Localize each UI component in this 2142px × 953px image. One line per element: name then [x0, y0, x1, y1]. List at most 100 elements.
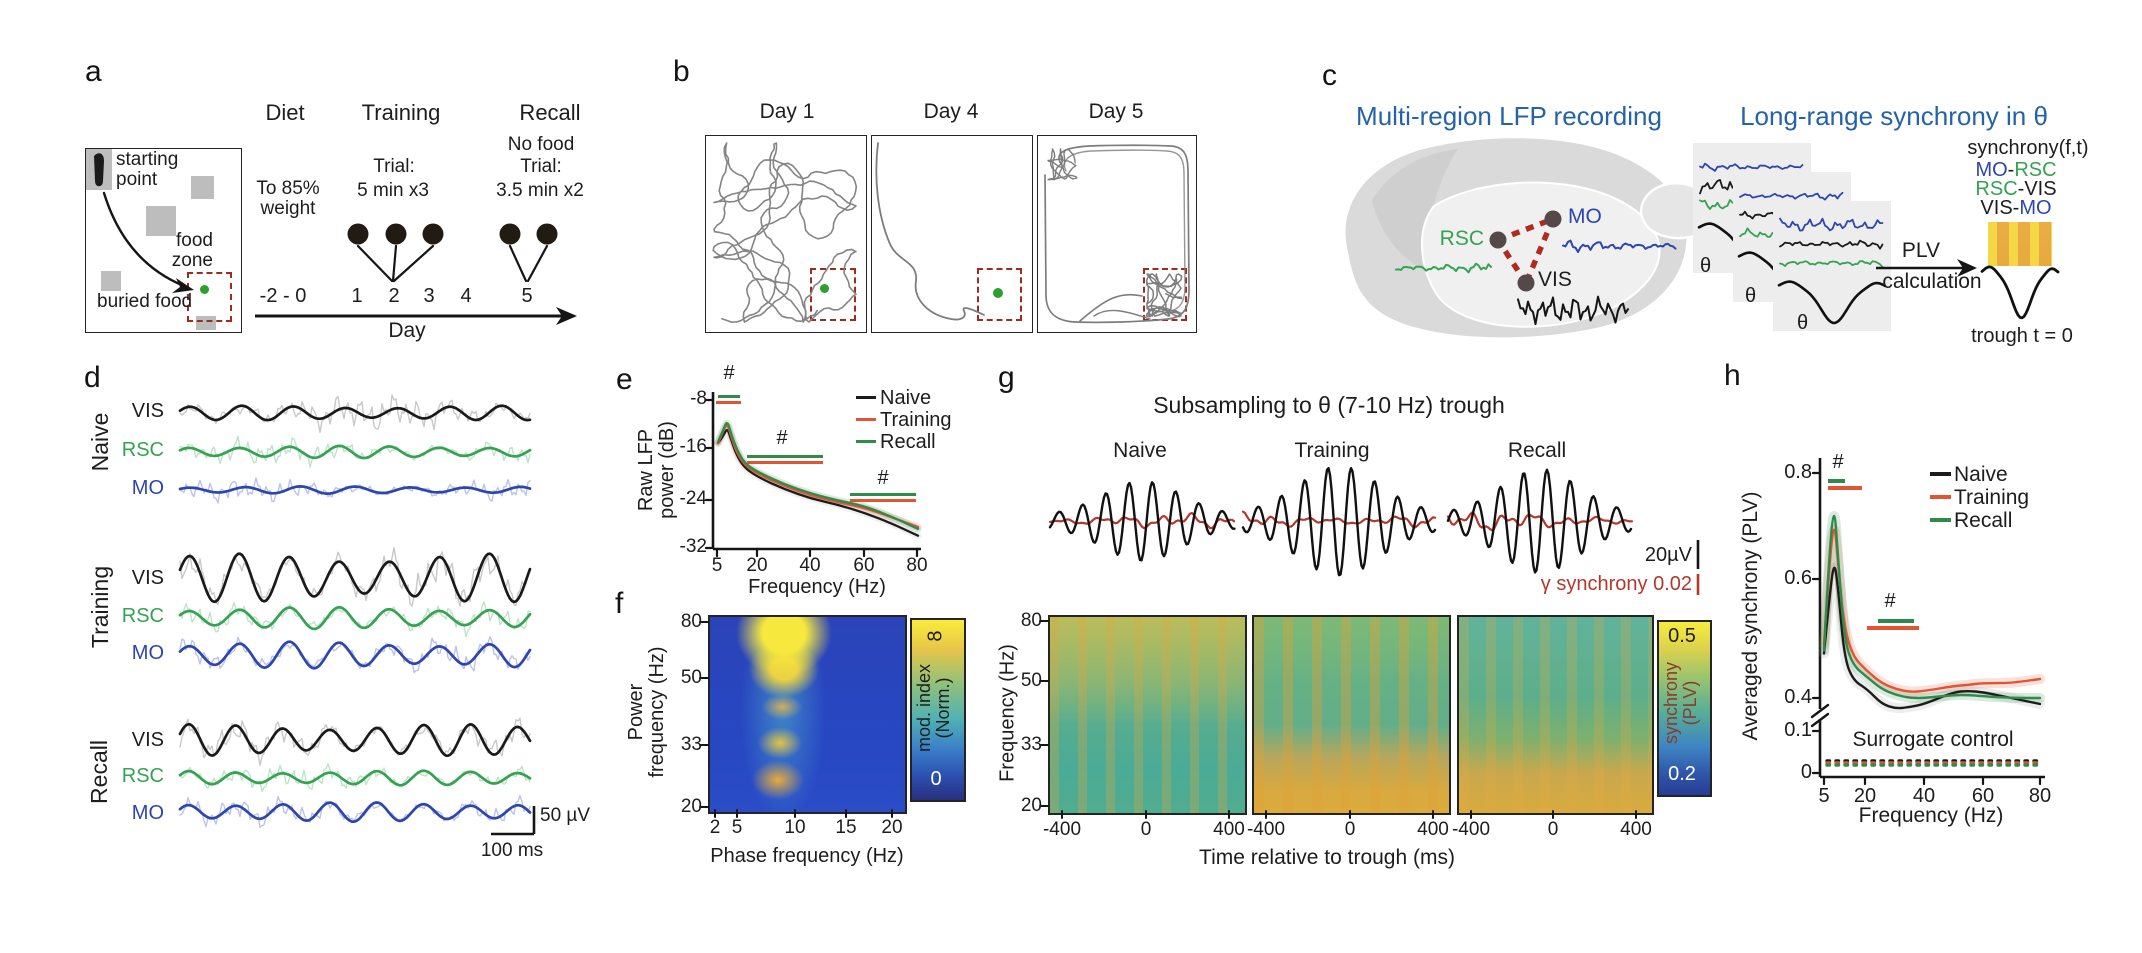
panel-label-d: d — [84, 361, 101, 394]
synchrony-mini-heatmap — [1988, 222, 2052, 266]
synchrony-heatmap-recall — [1457, 615, 1654, 815]
day-axis-label: Day — [388, 319, 426, 342]
g-title: Subsampling to θ (7-10 Hz) trough — [1153, 392, 1505, 418]
h-ytick: 0 — [1800, 761, 1812, 783]
h-ylabel: Averaged synchrony (PLV) — [1738, 491, 1762, 741]
starting-point-line2: point — [116, 168, 158, 190]
f-colorbar-max: 8 — [924, 630, 947, 642]
h-ytick: 0.1 — [1784, 719, 1812, 741]
sig-hash: # — [776, 427, 788, 449]
plv-label: PLV — [1901, 239, 1941, 262]
pair-vis-mo: VIS-MO — [1980, 198, 2051, 219]
day-tick: 4 — [460, 285, 472, 307]
sig-bar — [1828, 479, 1845, 483]
g-xtick: -400 — [1246, 819, 1286, 840]
legend-swatch-naive — [1930, 472, 1951, 476]
g-ytick: 80 — [1020, 610, 1042, 631]
arena-box — [85, 148, 242, 333]
food-zone-box — [187, 272, 232, 322]
channel-vis: VIS — [131, 567, 164, 589]
h-xtick: 40 — [1912, 785, 1936, 807]
synchrony-ft-label: synchrony(f,t) — [1967, 137, 2089, 159]
synchrony-heatmap-training — [1252, 615, 1451, 815]
g-condition-training: Training — [1294, 439, 1370, 462]
theta-label-2: θ — [1745, 285, 1757, 307]
pair-b: VIS — [2024, 178, 2057, 200]
panel-label-f: f — [615, 587, 624, 620]
e-xlabel: Frequency (Hz) — [748, 576, 886, 598]
voltage-scalebar-label: 50 µV — [540, 805, 591, 826]
phase-title-diet: Diet — [265, 100, 305, 125]
f-xtick: 15 — [835, 817, 857, 838]
phase-title-recall: Recall — [519, 100, 581, 125]
f-colorbar-min: 0 — [930, 768, 942, 790]
f-xtick: 2 — [709, 817, 721, 838]
pair-sep: - — [2007, 159, 2015, 181]
panel-label-c: c — [1322, 59, 1337, 92]
sig-hash: # — [723, 362, 735, 384]
e-ylabel: Raw LFP power (dB) — [635, 421, 678, 519]
panel-label-b: b — [673, 55, 690, 88]
synchrony-colorbar — [1657, 620, 1712, 797]
legend-swatch-training — [856, 418, 876, 421]
sig-hash: # — [877, 467, 889, 489]
region-label-vis: VIS — [1538, 268, 1572, 291]
f-ytick: 33 — [680, 734, 702, 755]
g-xtick: 0 — [1547, 819, 1559, 840]
legend-swatch-naive — [856, 396, 876, 399]
f-xtick: 5 — [731, 817, 743, 838]
g-xlabel: Time relative to trough (ms) — [1199, 846, 1455, 869]
g-xtick: 400 — [1620, 819, 1652, 840]
e-ytick: -16 — [679, 436, 707, 457]
h-ytick: 0.8 — [1784, 461, 1812, 483]
h-xtick: 80 — [2028, 785, 2052, 807]
phase-title-training: Training — [361, 100, 441, 125]
g-colorbar-min: 0.2 — [1668, 763, 1696, 785]
pair-sep: - — [2012, 197, 2020, 219]
f-colorbar-label-line1: mod. index — [914, 663, 935, 753]
sig-hash: # — [1832, 451, 1844, 473]
legend-swatch-training — [1930, 495, 1951, 499]
e-ytick: -32 — [679, 536, 707, 557]
panel-label-g: g — [998, 361, 1015, 394]
trough-label: trough t = 0 — [1971, 325, 2073, 347]
e-ylabel-line2: power (dB) — [656, 421, 678, 519]
h-ytick: 0.6 — [1784, 567, 1812, 589]
g-colorbar-label-line2: (PLV) — [1680, 680, 1700, 726]
e-xtick: 20 — [746, 555, 768, 576]
region-label-rsc: RSC — [1439, 227, 1484, 250]
mod-index-colorbar — [910, 618, 966, 802]
channel-rsc: RSC — [121, 439, 164, 461]
diet-detail-1: To 85% — [256, 178, 320, 199]
panel-label-h: h — [1724, 359, 1741, 392]
day1-title: Day 1 — [759, 100, 815, 123]
title-lfp-recording: Multi-region LFP recording — [1356, 101, 1662, 131]
pair-a: RSC — [1975, 178, 2018, 200]
channel-mo: MO — [131, 477, 164, 499]
panel-label-e: e — [616, 363, 633, 396]
panel-label-a: a — [85, 55, 102, 88]
g-condition-recall: Recall — [1507, 439, 1567, 462]
g-gamma-scale: γ synchrony 0.02 — [1540, 573, 1692, 595]
g-xtick: 0 — [1140, 819, 1152, 840]
e-xtick: 5 — [711, 555, 723, 576]
arena-object — [191, 176, 214, 199]
g-colorbar-label-line1: synchrony — [1661, 661, 1682, 745]
h-legend-recall: Recall — [1954, 509, 2013, 532]
starting-point-line1: starting — [116, 149, 179, 170]
day5-arena — [1037, 135, 1197, 333]
e-ylabel-line1: Raw LFP — [635, 428, 657, 512]
theta-label-1: θ — [1700, 255, 1712, 277]
f-ylabel-line2: frequency (Hz) — [646, 646, 668, 778]
g-ytick: 20 — [1020, 795, 1042, 816]
g-voltage-scale: 20µV — [1644, 544, 1692, 566]
food-zone-line2: zone — [171, 249, 213, 271]
channel-rsc: RSC — [121, 765, 164, 787]
recall-detail-1: No food — [507, 134, 575, 155]
day-tick: 1 — [351, 285, 363, 307]
pair-a: MO — [1975, 159, 2008, 181]
starting-point-label: starting point — [116, 150, 178, 190]
g-xtick: 400 — [1213, 819, 1245, 840]
food-zone-label: food zone — [172, 231, 213, 271]
